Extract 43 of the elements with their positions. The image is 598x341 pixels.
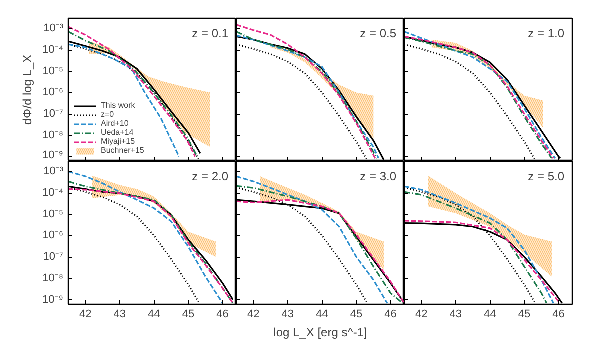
y-tick-label: 10⁻³ <box>44 22 64 35</box>
annotation: z = 2.0 <box>192 170 229 184</box>
x-tick-label: 42 <box>80 308 92 320</box>
x-tick-label: 44 <box>316 308 328 320</box>
x-tick-label: 43 <box>450 308 462 320</box>
y-tick-label: 10⁻³ <box>44 166 64 178</box>
y-tick-label: 10⁻⁷ <box>43 108 64 120</box>
x-tick-label: 43 <box>282 308 294 320</box>
y-tick-label: 10⁻⁴ <box>42 187 64 200</box>
y-axis-title: dΦ/d log L_X <box>20 54 35 126</box>
annotation: z = 0.5 <box>360 26 397 40</box>
x-tick-label: 45 <box>182 308 195 320</box>
x-tick-label: 46 <box>384 308 397 320</box>
y-tick-label: 10⁻⁸ <box>42 129 64 142</box>
x-tick-label: 45 <box>350 308 363 320</box>
y-tick-label: 10⁻⁷ <box>43 251 64 264</box>
x-tick-label: 44 <box>484 308 496 320</box>
x-tick-label: 45 <box>518 308 531 320</box>
x-tick-label: 43 <box>114 308 126 320</box>
annotation: z = 5.0 <box>528 170 565 184</box>
y-tick-label: 10⁻⁴ <box>42 44 64 56</box>
legend-label: Buchner+15 <box>101 146 144 155</box>
x-tick-label: 46 <box>552 308 565 320</box>
y-tick-label: 10⁻⁵ <box>42 208 64 220</box>
y-tick-label: 10⁻⁵ <box>42 65 64 78</box>
y-tick-label: 10⁻⁸ <box>42 272 64 284</box>
x-tick-label: 42 <box>248 308 260 320</box>
annotation: z = 0.1 <box>192 26 229 40</box>
x-tick-label: 46 <box>216 308 229 320</box>
legend-label: Miyaji+15 <box>101 137 136 146</box>
legend-label: Aird+10 <box>101 119 129 128</box>
y-tick-label: 10⁻⁶ <box>42 86 64 99</box>
y-tick-label: 10⁻⁹ <box>42 150 64 162</box>
x-tick-label: 44 <box>148 308 160 320</box>
x-axis-title: log L_X [erg s^-1] <box>274 326 368 340</box>
annotation: z = 3.0 <box>360 170 397 184</box>
y-tick-label: 10⁻⁶ <box>42 230 64 242</box>
x-tick-label: 42 <box>416 308 428 320</box>
annotation: z = 1.0 <box>528 26 565 40</box>
y-tick-label: 10⁻⁹ <box>42 294 64 306</box>
legend-label: Ueda+14 <box>101 128 134 137</box>
legend-label: This work <box>101 101 136 110</box>
legend-label: z=0 <box>101 110 116 119</box>
